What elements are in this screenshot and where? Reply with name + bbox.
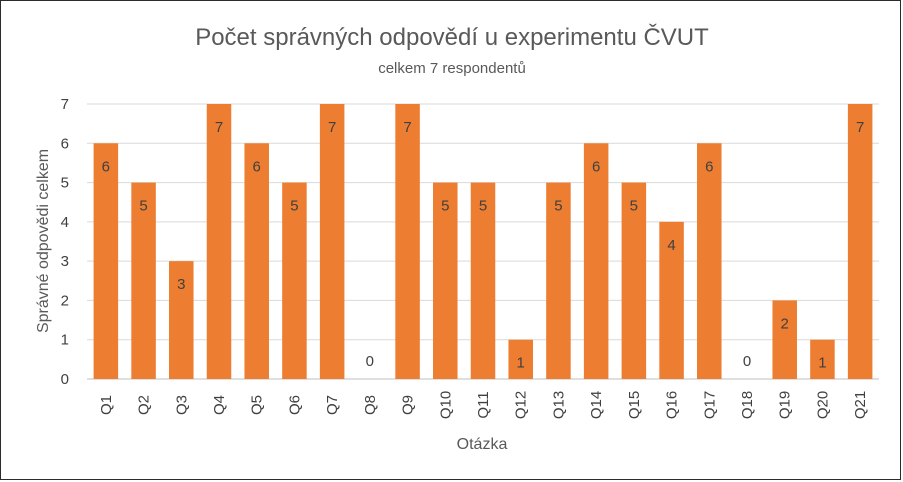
bar-q3 [169, 261, 194, 379]
x-tick-label: Q8 [362, 395, 379, 415]
bar-q7 [319, 104, 345, 379]
x-axis-ticks: Q1 Q2 Q3 Q4 Q5 Q6 Q7 Q8 Q9 Q10 Q11 Q12 Q13 Q14 Q15 Q16 Q… [98, 391, 869, 419]
y-tick-label: 6 [61, 135, 69, 152]
data-label-q10: 5 [441, 198, 449, 215]
data-label-q21: 7 [856, 119, 864, 136]
bar-q4 [206, 104, 232, 379]
x-tick-label: Q3 [173, 395, 190, 415]
x-tick-label: Q15 [626, 391, 643, 419]
data-label-q9: 7 [403, 119, 411, 136]
x-tick-label: Q7 [324, 395, 341, 415]
bar-q1 [93, 143, 119, 379]
x-tick-label: Q14 [588, 391, 605, 419]
data-label-q15: 5 [630, 198, 638, 215]
bar-q9 [395, 104, 420, 379]
x-tick-label: Q4 [211, 395, 228, 415]
x-tick-label: Q9 [400, 395, 417, 415]
x-tick-label: Q12 [513, 391, 530, 419]
bar-q10 [433, 182, 458, 379]
data-label-q16: 4 [667, 237, 675, 254]
x-tick-label: Q6 [286, 395, 303, 415]
bar-q21 [847, 104, 873, 379]
data-label-q18: 0 [743, 353, 751, 370]
y-tick-label: 4 [61, 214, 69, 231]
data-label-q11: 5 [479, 198, 487, 215]
bar-q16 [659, 221, 684, 379]
y-tick-label: 2 [61, 292, 69, 309]
bar-q6 [282, 182, 307, 379]
y-axis-title: Správné odpovědi celkem [35, 149, 52, 333]
data-label-q1: 6 [102, 158, 110, 175]
y-tick-label: 3 [61, 253, 69, 270]
bar-q20 [810, 339, 835, 379]
data-label-q17: 6 [705, 158, 713, 175]
x-tick-label: Q13 [550, 391, 567, 419]
bars [93, 104, 873, 379]
x-tick-label: Q10 [437, 391, 454, 419]
data-labels: 6 5 3 7 6 5 7 0 7 5 5 1 5 6 5 4 6 0 2 1 7 [102, 119, 865, 372]
data-label-q5: 6 [253, 158, 261, 175]
bar-q13 [546, 182, 571, 379]
y-tick-label: 7 [61, 96, 69, 113]
chart-subtitle: celkem 7 respondentů [378, 60, 526, 77]
bar-q5 [244, 143, 269, 379]
y-tick-label: 0 [61, 371, 69, 388]
data-label-q12: 1 [517, 355, 525, 372]
data-label-q13: 5 [554, 198, 562, 215]
data-label-q7: 7 [328, 119, 336, 136]
x-tick-label: Q21 [852, 391, 869, 419]
x-tick-label: Q5 [249, 395, 266, 415]
data-label-q20: 1 [818, 355, 826, 372]
y-tick-label: 5 [61, 175, 69, 192]
data-label-q4: 7 [215, 119, 223, 136]
bar-q12 [508, 339, 533, 379]
data-label-q6: 5 [290, 198, 298, 215]
x-tick-label: Q16 [664, 391, 681, 419]
x-tick-label: Q17 [701, 391, 718, 419]
chart-title: Počet správných odpovědí u experimentu Č… [195, 23, 709, 51]
x-tick-label: Q18 [739, 391, 756, 419]
bar-q14 [583, 143, 609, 379]
x-tick-label: Q1 [98, 395, 115, 415]
x-tick-label: Q19 [777, 391, 794, 419]
y-axis-ticks: 0 1 2 3 4 5 6 7 [61, 96, 69, 388]
bar-q17 [697, 143, 722, 379]
bar-q2 [131, 182, 156, 379]
x-tick-label: Q20 [814, 391, 831, 419]
x-tick-label: Q2 [136, 395, 153, 415]
bar-q19 [772, 300, 797, 379]
y-tick-label: 1 [61, 332, 69, 349]
data-label-q3: 3 [177, 276, 185, 293]
x-axis-title: Otázka [457, 436, 508, 453]
bar-q11 [470, 182, 496, 379]
data-label-q19: 2 [781, 315, 789, 332]
x-tick-label: Q11 [475, 391, 492, 418]
bar-q15 [621, 182, 647, 379]
data-label-q8: 0 [366, 353, 374, 370]
data-label-q14: 6 [592, 158, 600, 175]
data-label-q2: 5 [139, 198, 147, 215]
